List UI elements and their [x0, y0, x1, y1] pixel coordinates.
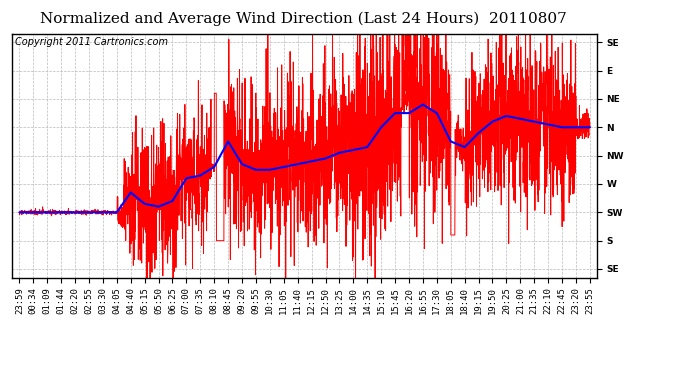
Text: Copyright 2011 Cartronics.com: Copyright 2011 Cartronics.com [15, 38, 168, 47]
Text: Normalized and Average Wind Direction (Last 24 Hours)  20110807: Normalized and Average Wind Direction (L… [40, 11, 567, 26]
